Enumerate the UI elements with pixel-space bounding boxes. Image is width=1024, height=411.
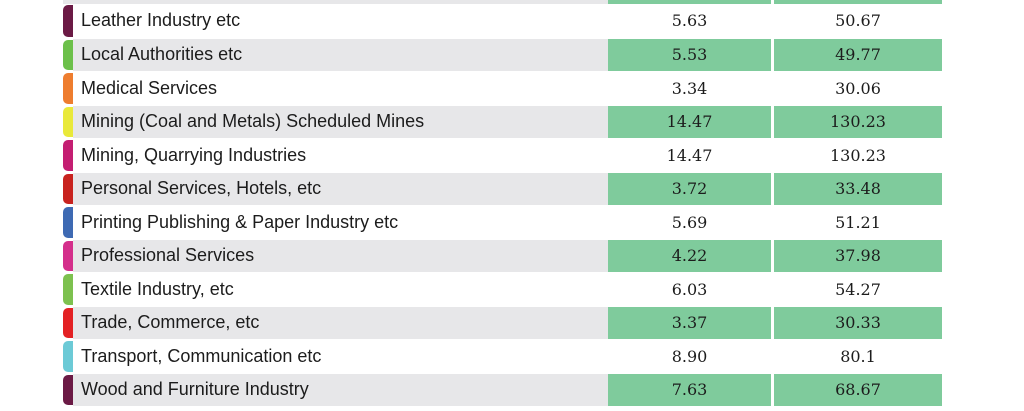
value-cell-2: 130.23	[774, 105, 942, 138]
value-cell-1: 8.90	[671, 346, 708, 366]
top-strip-value-cell-1	[608, 0, 771, 4]
value-cell-2: 30.33	[774, 306, 942, 339]
industry-name-cell: Printing Publishing & Paper Industry etc	[81, 211, 399, 232]
industry-name-cell: Personal Services, Hotels, etc	[73, 172, 608, 205]
value-cell-2: 54.27	[835, 279, 881, 299]
row-color-marker	[63, 274, 73, 305]
industry-name-cell: Trade, Commerce, etc	[73, 306, 608, 339]
row-color-marker	[63, 341, 73, 372]
value-cell-2: 49.77	[774, 38, 942, 71]
value-cell-1: 3.72	[608, 172, 771, 205]
value-cell-1: 14.47	[608, 105, 771, 138]
value-cell-1: 4.22	[608, 239, 771, 272]
row-color-marker	[63, 240, 73, 271]
row-color-marker	[63, 106, 73, 137]
value-cell-2: 30.06	[835, 78, 881, 98]
table-row: Local Authorities etc 5.53 49.77	[63, 37, 942, 71]
industry-name-cell: Wood and Furniture Industry	[73, 373, 608, 406]
value-cell-1: 7.63	[608, 373, 771, 406]
row-color-marker	[63, 374, 73, 405]
table-row: Transport, Communication etc 8.90 80.1	[63, 339, 942, 373]
row-color-marker	[63, 39, 73, 70]
rates-table: Leather Industry etc 5.63 50.67 Local Autho…	[63, 0, 942, 406]
industry-name-cell: Textile Industry, etc	[81, 278, 234, 299]
table-row: Printing Publishing & Paper Industry etc…	[63, 205, 942, 239]
value-cell-1: 3.37	[608, 306, 771, 339]
value-cell-2: 68.67	[774, 373, 942, 406]
table-row: Personal Services, Hotels, etc 3.72 33.48	[63, 171, 942, 205]
table-row: Professional Services 4.22 37.98	[63, 238, 942, 272]
value-cell-1: 5.69	[671, 212, 708, 232]
value-cell-2: 80.1	[840, 346, 876, 366]
row-color-marker	[63, 5, 73, 37]
row-color-marker	[63, 140, 73, 171]
row-color-marker	[63, 207, 73, 238]
value-cell-1: 5.53	[608, 38, 771, 71]
table-row: Wood and Furniture Industry 7.63 68.67	[63, 372, 942, 406]
industry-name-cell: Mining, Quarrying Industries	[81, 144, 307, 165]
industry-name-cell: Medical Services	[81, 77, 218, 98]
value-cell-2: 50.67	[835, 11, 881, 31]
table-row: Leather Industry etc 5.63 50.67	[63, 4, 942, 38]
table-row: Mining, Quarrying Industries 14.47 130.23	[63, 138, 942, 172]
value-cell-1: 6.03	[671, 279, 708, 299]
table-body: Leather Industry etc 5.63 50.67 Local Autho…	[63, 4, 942, 406]
value-cell-1: 14.47	[666, 145, 713, 165]
table-row: Trade, Commerce, etc 3.37 30.33	[63, 305, 942, 339]
top-strip-value-cell-2	[774, 0, 942, 4]
table-row: Medical Services 3.34 30.06	[63, 71, 942, 105]
value-cell-2: 33.48	[774, 172, 942, 205]
top-strip-name-cell	[63, 0, 608, 4]
industry-name-cell: Transport, Communication etc	[81, 345, 322, 366]
table-top-strip	[63, 0, 942, 4]
industry-name-cell: Local Authorities etc	[73, 38, 608, 71]
row-color-marker	[63, 73, 73, 104]
value-cell-2: 130.23	[830, 145, 886, 165]
value-cell-1: 5.63	[671, 11, 708, 31]
industry-name-cell: Mining (Coal and Metals) Scheduled Mines	[73, 105, 608, 138]
industry-name-cell: Professional Services	[73, 239, 608, 272]
row-color-marker	[63, 173, 73, 204]
industry-name-cell: Leather Industry etc	[81, 10, 241, 31]
table-row: Textile Industry, etc 6.03 54.27	[63, 272, 942, 306]
table-row: Mining (Coal and Metals) Scheduled Mines…	[63, 104, 942, 138]
value-cell-1: 3.34	[671, 78, 708, 98]
value-cell-2: 37.98	[774, 239, 942, 272]
value-cell-2: 51.21	[835, 212, 881, 232]
row-color-marker	[63, 307, 73, 338]
